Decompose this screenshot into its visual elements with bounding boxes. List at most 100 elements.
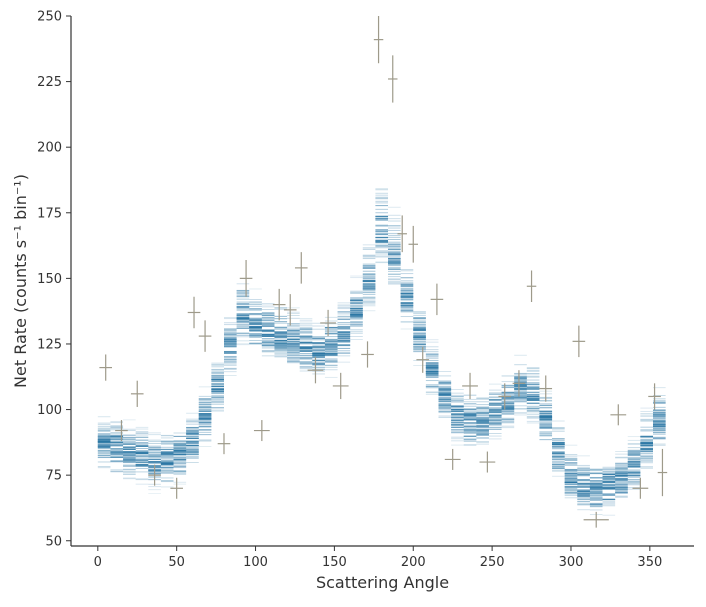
model-band-bin [223, 317, 237, 377]
model-band-bin [324, 316, 338, 378]
model-band-bin [362, 244, 376, 312]
x-tick-label: 250 [480, 555, 505, 570]
data-point [115, 420, 128, 442]
data-point [272, 288, 286, 321]
model-band-bin [312, 322, 325, 375]
data-point [239, 260, 253, 297]
data-point [657, 448, 668, 497]
model-band-bin [135, 426, 149, 485]
y-axis-title: Net Rate (counts s⁻¹ bin⁻¹) [11, 174, 30, 388]
model-band-bin [350, 275, 363, 340]
data-point [632, 477, 649, 499]
x-tick-label: 200 [401, 555, 426, 570]
data-point [361, 341, 374, 368]
data-point [307, 357, 324, 384]
model-band-bin [274, 307, 288, 358]
y-tick-label: 200 [37, 141, 62, 156]
x-tick-label: 350 [637, 555, 662, 570]
x-tick-label: 0 [94, 555, 102, 570]
model-band-bin [287, 307, 300, 364]
model-band-bin [476, 397, 489, 445]
data-point [416, 346, 430, 373]
x-axis-title: Scattering Angle [316, 573, 449, 592]
model-band-bin [501, 375, 515, 429]
x-axis-ticks: 0 50 100 150 200 250 300 350 [94, 546, 662, 570]
data-point [198, 320, 212, 352]
model-band-bin [488, 383, 502, 440]
model-band-bin [413, 311, 426, 366]
data-point [397, 215, 407, 253]
data-point [408, 225, 418, 263]
model-band-bin [186, 412, 199, 463]
model-band-bin [198, 386, 212, 448]
data-point [498, 383, 512, 410]
x-tick-label: 100 [243, 555, 268, 570]
x-tick-label: 300 [559, 555, 584, 570]
data-point [610, 404, 627, 426]
model-band-bin [577, 455, 590, 511]
model-band-bin [425, 339, 439, 395]
y-tick-label: 125 [37, 337, 62, 352]
y-axis-ticks: 50 75 100 125 150 175 200 225 250 [37, 10, 71, 549]
data-point [462, 372, 478, 400]
model-band-bin [463, 394, 477, 446]
model-band-bin [97, 416, 111, 469]
model-band-bin [299, 318, 313, 372]
model-band-bin [514, 354, 527, 416]
y-tick-label: 175 [37, 206, 62, 221]
model-band-bin [552, 420, 565, 477]
model-band-bin [438, 370, 452, 418]
x-tick-label: 50 [168, 555, 185, 570]
model-band-bin [110, 421, 124, 473]
model-band-bin [615, 451, 628, 498]
data-point [479, 451, 496, 473]
y-tick-label: 150 [37, 272, 62, 287]
model-band-bin [526, 366, 540, 424]
data-point [572, 325, 586, 358]
data-point [320, 309, 336, 337]
y-tick-label: 100 [37, 403, 62, 418]
data-point [294, 252, 308, 284]
model-band-bin [249, 288, 262, 345]
model-band-bin [627, 436, 641, 490]
model-band-bin [602, 466, 616, 516]
data-point [187, 296, 201, 329]
y-tick-label: 50 [45, 534, 62, 549]
x-tick-label: 150 [322, 555, 347, 570]
data-points [99, 16, 668, 528]
model-band-bin [173, 432, 187, 485]
data-point [444, 448, 461, 470]
y-tick-label: 250 [37, 10, 62, 25]
model-band [97, 188, 666, 516]
model-band-bin [211, 362, 224, 412]
data-point [539, 375, 553, 402]
data-point [583, 511, 609, 528]
data-point [217, 433, 231, 455]
data-point [253, 420, 270, 442]
y-tick-label: 75 [45, 469, 62, 484]
model-band-bin [261, 303, 275, 357]
data-point [99, 354, 113, 381]
model-band-bin [589, 468, 603, 516]
data-point [130, 380, 144, 407]
data-point [512, 370, 526, 397]
data-point [283, 294, 297, 326]
model-band-bin [400, 269, 414, 330]
data-point [526, 270, 537, 302]
data-point [388, 55, 398, 103]
model-band-bin [123, 419, 136, 480]
data-point [148, 464, 161, 486]
model-band-bin [652, 387, 666, 446]
data-point [648, 383, 661, 410]
model-band-bin [160, 434, 174, 488]
model-band-bin [564, 444, 578, 499]
data-point [430, 283, 444, 316]
model-band-bin [236, 283, 250, 346]
model-band-bin [388, 206, 401, 285]
data-point [170, 477, 183, 499]
model-band-bin [337, 302, 351, 363]
model-band-bin [451, 389, 464, 446]
model-band-bin [375, 188, 389, 264]
